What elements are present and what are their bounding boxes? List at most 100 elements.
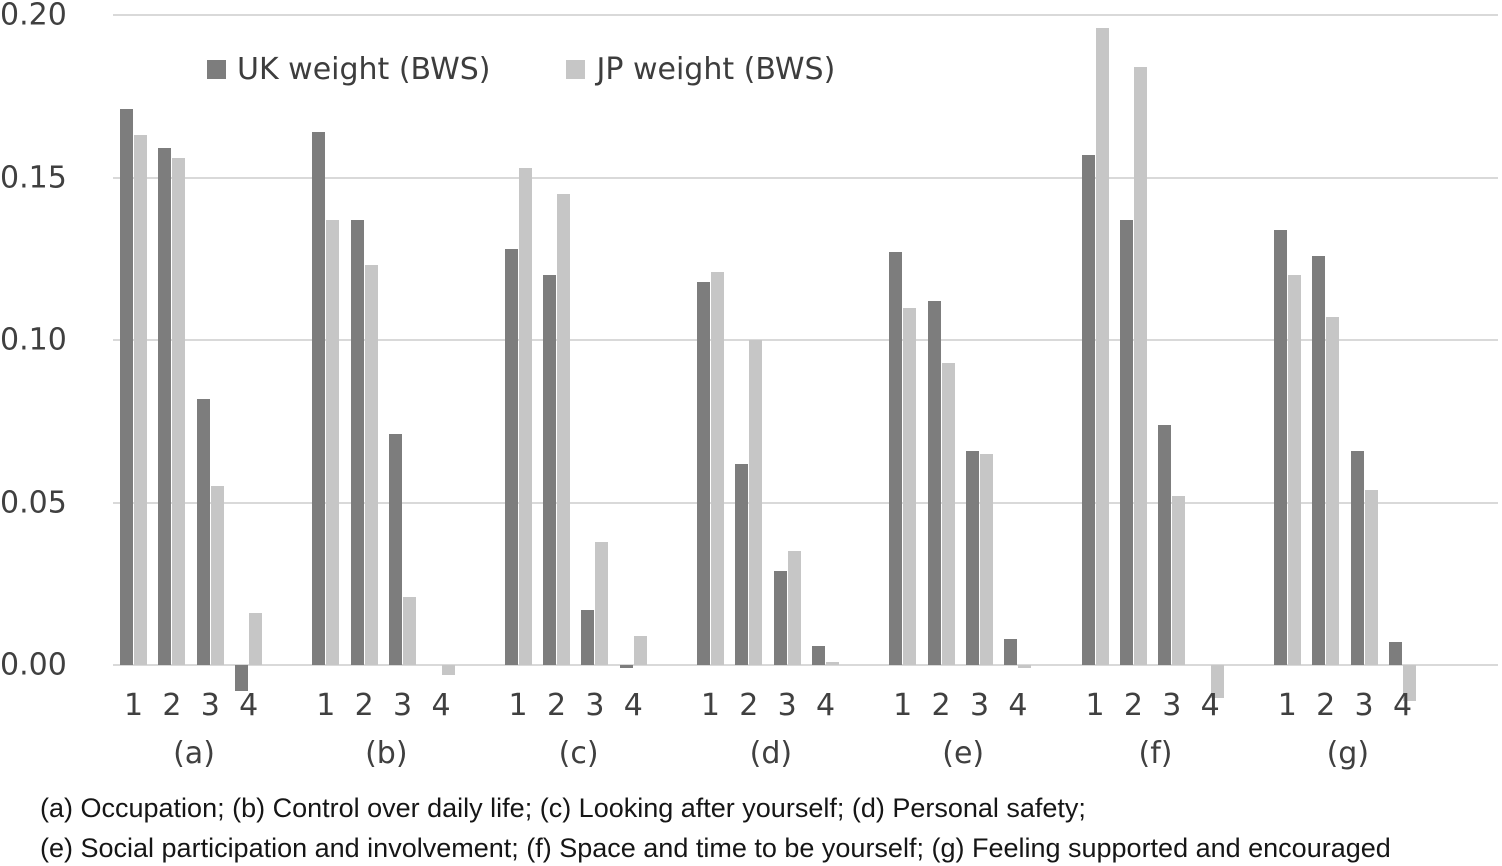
x-group-label: (g) xyxy=(1326,736,1370,771)
gridline xyxy=(113,14,1498,16)
x-item-label: 2 xyxy=(546,688,567,723)
x-item-label: 4 xyxy=(816,688,836,723)
bar-uk-e-1 xyxy=(889,252,903,665)
uk-series-swatch-icon xyxy=(207,60,226,79)
bar-uk-d-1 xyxy=(696,281,710,665)
gridline xyxy=(113,501,1498,504)
x-item-label: 4 xyxy=(1008,688,1028,723)
bar-uk-d-2 xyxy=(735,463,749,665)
bar-jp-d-3 xyxy=(787,551,801,665)
bar-uk-c-2 xyxy=(543,275,556,665)
legend-item-uk: UK weight (BWS) xyxy=(207,52,490,87)
bar-jp-e-2 xyxy=(941,362,955,665)
x-item-label: 1 xyxy=(1085,688,1105,723)
x-group-label: (b) xyxy=(365,736,408,771)
x-group-label: (a) xyxy=(173,736,215,771)
bar-jp-g-4 xyxy=(1403,665,1416,701)
x-item-label: 1 xyxy=(123,688,144,723)
bar-uk-g-3 xyxy=(1350,450,1364,665)
gridline xyxy=(113,339,1498,341)
x-group-label: (e) xyxy=(942,736,985,771)
bar-uk-c-3 xyxy=(581,609,595,665)
bar-jp-b-2 xyxy=(364,265,378,665)
bar-jp-c-2 xyxy=(557,193,570,665)
bar-uk-g-1 xyxy=(1273,229,1287,665)
x-item-label: 2 xyxy=(931,688,951,723)
x-item-label: 4 xyxy=(1392,688,1413,723)
bar-uk-a-1 xyxy=(120,109,133,665)
bar-uk-b-3 xyxy=(389,434,403,665)
chart-legend: UK weight (BWS) JP weight (BWS) xyxy=(207,52,835,87)
bar-chart-plot-area: 0.20 0.15 0.10 0.05 0.00 1 2 3 4 (a) 1 2 3 4 (b) 1 2 3 4 (c… xyxy=(0,0,1498,771)
x-item-label: 2 xyxy=(162,688,182,723)
figure-caption: (a) Occupation; (b) Control over daily l… xyxy=(40,788,1500,866)
bar-uk-g-4 xyxy=(1389,642,1402,665)
y-tick-label: 0.00 xyxy=(0,647,67,683)
x-item-label: 2 xyxy=(1316,688,1336,723)
bar-uk-f-3 xyxy=(1158,424,1172,665)
x-item-label: 1 xyxy=(316,688,336,723)
x-item-label: 1 xyxy=(508,688,528,723)
bar-uk-a-3 xyxy=(196,398,210,665)
bar-jp-b-3 xyxy=(403,596,417,665)
bar-jp-b-1 xyxy=(326,219,340,665)
bar-jp-c-1 xyxy=(518,167,532,665)
caption-line-2: (e) Social participation and involvement… xyxy=(40,833,1391,863)
x-item-label: 4 xyxy=(623,688,643,723)
x-group-label: (c) xyxy=(558,736,599,771)
bar-jp-c-4 xyxy=(633,635,647,665)
x-item-label: 4 xyxy=(239,688,259,723)
legend-item-jp: JP weight (BWS) xyxy=(566,52,835,87)
bar-jp-g-3 xyxy=(1364,489,1378,665)
x-item-label: 2 xyxy=(739,688,759,723)
x-item-label: 1 xyxy=(893,688,913,723)
bar-uk-b-1 xyxy=(312,132,326,665)
legend-label-uk: UK weight (BWS) xyxy=(237,52,491,87)
bar-uk-c-1 xyxy=(504,249,518,665)
bar-jp-e-1 xyxy=(903,307,917,665)
jp-series-swatch-icon xyxy=(566,60,586,79)
bar-jp-d-2 xyxy=(749,340,763,665)
x-item-label: 3 xyxy=(585,688,605,723)
bar-jp-b-4 xyxy=(441,665,455,675)
bar-jp-d-1 xyxy=(710,271,724,665)
bar-jp-d-4 xyxy=(826,661,840,665)
bar-uk-e-4 xyxy=(1004,639,1018,665)
y-tick-label: 0.15 xyxy=(0,160,67,195)
x-item-label: 4 xyxy=(1200,688,1220,723)
y-tick-label: 0.10 xyxy=(0,322,67,358)
bar-jp-a-1 xyxy=(134,135,147,665)
bar-jp-e-4 xyxy=(1018,665,1032,669)
x-item-label: 2 xyxy=(354,688,374,723)
x-axis-line xyxy=(113,664,1498,666)
x-item-label: 3 xyxy=(393,688,413,723)
x-group-label: (d) xyxy=(749,736,793,771)
x-item-label: 2 xyxy=(1123,688,1143,723)
bar-jp-g-2 xyxy=(1326,317,1340,665)
bar-jp-f-2 xyxy=(1133,67,1147,665)
x-item-label: 3 xyxy=(1162,688,1182,723)
bar-jp-e-3 xyxy=(980,453,993,665)
bar-jp-a-2 xyxy=(172,158,186,665)
y-tick-label: 0.05 xyxy=(0,485,67,520)
x-item-label: 1 xyxy=(1277,688,1297,723)
bar-jp-f-4 xyxy=(1210,665,1224,698)
y-tick-label: 0.20 xyxy=(0,0,67,33)
bar-uk-e-2 xyxy=(927,301,941,665)
bar-jp-f-1 xyxy=(1095,28,1109,665)
bar-uk-d-4 xyxy=(812,645,826,665)
gridline xyxy=(113,176,1498,179)
bar-jp-a-3 xyxy=(210,486,224,665)
bar-jp-a-4 xyxy=(249,613,263,665)
bar-uk-e-3 xyxy=(966,450,979,665)
bar-uk-a-4 xyxy=(235,665,249,691)
bar-jp-f-3 xyxy=(1172,496,1186,665)
x-item-label: 3 xyxy=(969,688,990,723)
bar-jp-g-1 xyxy=(1287,275,1301,665)
bar-jp-c-3 xyxy=(595,541,609,665)
bar-uk-b-2 xyxy=(350,219,364,665)
bar-uk-a-2 xyxy=(158,148,172,665)
x-item-label: 3 xyxy=(777,688,797,723)
x-group-label: (f) xyxy=(1138,736,1173,771)
